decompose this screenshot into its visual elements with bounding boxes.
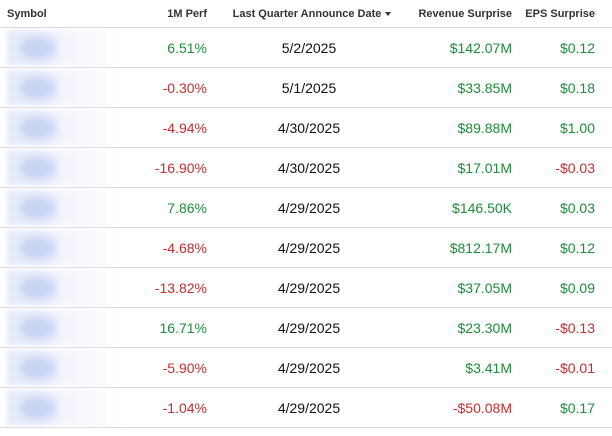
redacted-logo-blur: [19, 196, 57, 220]
table-header: Symbol 1M Perf Last Quarter Announce Dat…: [0, 0, 612, 28]
announce-date-cell: 4/29/2025: [277, 319, 341, 336]
column-header-announce-date[interactable]: Last Quarter Announce Date: [210, 8, 408, 20]
column-header-1m-perf[interactable]: 1M Perf: [118, 8, 210, 20]
revenue-surprise-cell: $37.05M: [457, 279, 512, 296]
announce-date-cell: 4/30/2025: [277, 119, 341, 136]
revenue-surprise-cell: $142.07M: [449, 39, 512, 56]
eps-surprise-cell: $0.12: [559, 239, 595, 256]
redacted-symbol-blur: [7, 70, 119, 106]
symbol-cell-redacted[interactable]: [0, 28, 119, 67]
table-row[interactable]: -13.82% 4/29/2025 $37.05M $0.09: [0, 268, 612, 308]
redacted-symbol-blur: [7, 350, 119, 386]
announce-date-cell: 5/2/2025: [281, 39, 337, 56]
revenue-surprise-cell: $23.30M: [457, 319, 512, 336]
perf-cell: -1.04%: [162, 399, 207, 416]
table-row[interactable]: -16.90% 4/30/2025 $17.01M -$0.03: [0, 148, 612, 188]
eps-surprise-cell: $0.09: [559, 279, 595, 296]
revenue-surprise-cell: -$50.08M: [452, 399, 512, 416]
column-header-revenue-surprise[interactable]: Revenue Surprise: [408, 8, 512, 20]
redacted-symbol-blur: [7, 110, 119, 146]
perf-cell: -4.68%: [162, 239, 207, 256]
redacted-logo-blur: [19, 76, 57, 100]
perf-cell: -5.90%: [162, 359, 207, 376]
symbol-cell-redacted[interactable]: [0, 188, 119, 227]
table-row[interactable]: 16.71% 4/29/2025 $23.30M -$0.13: [0, 308, 612, 348]
announce-date-cell: 4/29/2025: [277, 359, 341, 376]
symbol-cell-redacted[interactable]: [0, 68, 119, 107]
table-row[interactable]: -0.30% 5/1/2025 $33.85M $0.18: [0, 68, 612, 108]
column-header-eps-surprise[interactable]: EPS Surprise: [512, 8, 600, 20]
redacted-logo-blur: [19, 276, 57, 300]
perf-cell: -0.30%: [162, 79, 207, 96]
perf-cell: -4.94%: [162, 119, 207, 136]
revenue-surprise-cell: $812.17M: [449, 239, 512, 256]
announce-date-cell: 4/29/2025: [277, 239, 341, 256]
table-row[interactable]: -5.90% 4/29/2025 $3.41M -$0.01: [0, 348, 612, 388]
column-header-symbol[interactable]: Symbol: [0, 0, 118, 27]
eps-surprise-cell: $0.18: [559, 79, 595, 96]
eps-surprise-cell: $1.00: [559, 119, 595, 136]
redacted-symbol-blur: [7, 150, 119, 186]
redacted-logo-blur: [19, 356, 57, 380]
revenue-surprise-cell: $17.01M: [457, 159, 512, 176]
revenue-surprise-cell: $3.41M: [465, 359, 512, 376]
symbol-cell-redacted[interactable]: [0, 228, 119, 267]
symbol-cell-redacted[interactable]: [0, 388, 119, 427]
symbol-cell-redacted[interactable]: [0, 148, 119, 187]
symbol-cell-redacted[interactable]: [0, 308, 119, 347]
announce-date-cell: 4/29/2025: [277, 399, 341, 416]
redacted-symbol-blur: [7, 190, 119, 226]
redacted-logo-blur: [19, 156, 57, 180]
redacted-logo-blur: [19, 116, 57, 140]
redacted-logo-blur: [19, 36, 57, 60]
table-row[interactable]: -1.04% 4/29/2025 -$50.08M $0.17: [0, 388, 612, 428]
announce-date-cell: 5/1/2025: [281, 79, 337, 96]
symbol-cell-redacted[interactable]: [0, 108, 119, 147]
perf-cell: -16.90%: [154, 159, 207, 176]
perf-cell: -13.82%: [154, 279, 207, 296]
table-row[interactable]: 6.51% 5/2/2025 $142.07M $0.12: [0, 28, 612, 68]
redacted-symbol-blur: [7, 390, 119, 426]
column-header-eps-surprise-label: EPS Surprise: [525, 7, 595, 20]
redacted-symbol-blur: [7, 310, 119, 346]
revenue-surprise-cell: $146.50K: [452, 199, 512, 216]
redacted-logo-blur: [19, 316, 57, 340]
announce-date-cell: 4/29/2025: [277, 279, 341, 296]
perf-cell: 16.71%: [159, 319, 207, 336]
eps-surprise-cell: -$0.01: [555, 359, 595, 376]
revenue-surprise-cell: $33.85M: [457, 79, 512, 96]
eps-surprise-cell: -$0.03: [555, 159, 595, 176]
eps-surprise-cell: $0.17: [559, 399, 595, 416]
table-row[interactable]: -4.68% 4/29/2025 $812.17M $0.12: [0, 228, 612, 268]
table-row[interactable]: 7.86% 4/29/2025 $146.50K $0.03: [0, 188, 612, 228]
redacted-symbol-blur: [7, 270, 119, 306]
symbol-cell-redacted[interactable]: [0, 348, 119, 387]
eps-surprise-cell: $0.12: [559, 39, 595, 56]
column-header-1m-perf-label: 1M Perf: [167, 7, 207, 20]
redacted-symbol-blur: [7, 30, 119, 66]
revenue-surprise-cell: $89.88M: [457, 119, 512, 136]
perf-cell: 7.86%: [167, 199, 207, 216]
table-row[interactable]: -4.94% 4/30/2025 $89.88M $1.00: [0, 108, 612, 148]
column-header-revenue-surprise-label: Revenue Surprise: [418, 7, 512, 20]
sort-descending-icon: [385, 11, 392, 16]
eps-surprise-cell: $0.03: [559, 199, 595, 216]
column-header-symbol-label: Symbol: [7, 7, 47, 20]
redacted-symbol-blur: [7, 230, 119, 266]
announce-date-cell: 4/29/2025: [277, 199, 341, 216]
column-header-announce-date-label: Last Quarter Announce Date: [232, 7, 382, 20]
eps-surprise-cell: -$0.13: [555, 319, 595, 336]
redacted-logo-blur: [19, 236, 57, 260]
perf-cell: 6.51%: [167, 39, 207, 56]
symbol-cell-redacted[interactable]: [0, 268, 119, 307]
announce-date-cell: 4/30/2025: [277, 159, 341, 176]
redacted-logo-blur: [19, 396, 57, 420]
table-body: 6.51% 5/2/2025 $142.07M $0.12 -0.30% 5/1/2025…: [0, 28, 612, 428]
